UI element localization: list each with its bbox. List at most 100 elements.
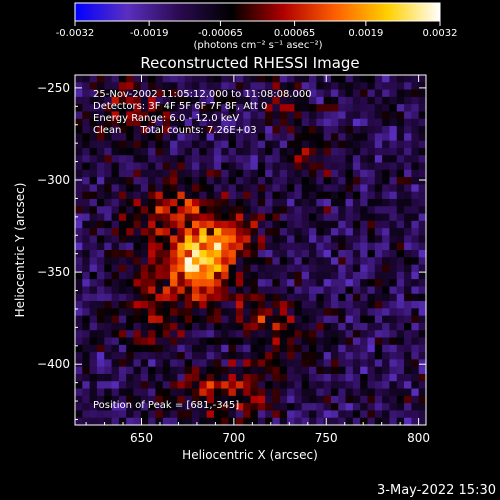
heatmap-cell — [177, 359, 186, 368]
heatmap-cell — [243, 75, 252, 83]
heatmap-cell — [389, 315, 398, 324]
heatmap-cell — [250, 410, 259, 419]
heatmap-cell — [155, 344, 164, 353]
heatmap-cell — [382, 308, 391, 317]
heatmap-cell — [140, 111, 149, 120]
heatmap-cell — [243, 271, 252, 280]
heatmap-cell — [316, 111, 325, 120]
heatmap-cell — [82, 96, 91, 105]
heatmap-cell — [199, 293, 208, 302]
heatmap-cell — [352, 162, 361, 171]
heatmap-cell — [104, 264, 113, 273]
heatmap-cell — [170, 118, 178, 127]
heatmap-cell — [228, 220, 237, 229]
heatmap-cell — [199, 359, 208, 368]
heatmap-cell — [177, 126, 186, 134]
heatmap-cell — [104, 235, 113, 244]
heatmap-cell — [250, 169, 259, 178]
heatmap-cell — [418, 198, 427, 207]
heatmap-cell — [382, 250, 391, 258]
heatmap-cell — [162, 228, 171, 237]
heatmap-cell — [287, 140, 295, 149]
heatmap-cell — [360, 162, 369, 171]
heatmap-cell — [257, 337, 266, 346]
heatmap-cell — [250, 359, 259, 368]
heatmap-cell — [279, 257, 288, 266]
heatmap-cell — [301, 381, 310, 390]
heatmap-cell — [162, 271, 171, 280]
heatmap-cell — [316, 417, 325, 426]
heatmap-cell — [177, 220, 186, 229]
heatmap-cell — [118, 89, 127, 98]
heatmap-cell — [352, 264, 361, 273]
heatmap-cell — [192, 286, 200, 295]
heatmap-cell — [367, 352, 376, 360]
heatmap-cell — [111, 271, 120, 280]
heatmap-cell — [192, 403, 200, 412]
heatmap-cell — [352, 191, 361, 200]
heatmap-cell — [140, 82, 149, 91]
heatmap-cell — [345, 403, 354, 412]
heatmap-cell — [148, 213, 157, 222]
heatmap-cell — [287, 242, 295, 251]
heatmap-cell — [75, 133, 83, 142]
heatmap-cell — [265, 235, 274, 244]
heatmap-cell — [111, 337, 120, 346]
heatmap-cell — [155, 388, 164, 397]
heatmap-cell — [360, 147, 369, 156]
heatmap-cell — [235, 191, 244, 200]
heatmap-cell — [221, 410, 230, 419]
heatmap-cell — [418, 271, 427, 280]
heatmap-cell — [279, 89, 288, 98]
heatmap-cell — [338, 293, 347, 302]
heatmap-cell — [75, 213, 83, 222]
heatmap-cell — [301, 279, 310, 288]
heatmap-cell — [301, 111, 310, 120]
heatmap-cell — [75, 206, 83, 215]
heatmap-cell — [155, 264, 164, 273]
heatmap-cell — [404, 198, 412, 207]
heatmap-cell — [294, 133, 303, 142]
heatmap-cell — [257, 162, 266, 171]
heatmap-cell — [323, 395, 332, 404]
heatmap-cell — [133, 140, 142, 149]
heatmap-cell — [323, 155, 332, 164]
heatmap-cell — [75, 250, 83, 258]
heatmap-cell — [89, 89, 98, 98]
heatmap-cell — [118, 104, 127, 113]
heatmap-cell — [389, 198, 398, 207]
heatmap-cell — [82, 198, 91, 207]
heatmap-cell — [243, 410, 252, 419]
heatmap-cell — [82, 264, 91, 273]
heatmap-cell — [162, 250, 171, 258]
heatmap-cell — [374, 162, 383, 171]
heatmap-cell — [279, 242, 288, 251]
heatmap-cell — [89, 279, 98, 288]
heatmap-cell — [396, 410, 405, 419]
heatmap-cell — [96, 381, 105, 390]
heatmap-cell — [396, 330, 405, 339]
heatmap-cell — [82, 126, 91, 134]
heatmap-cell — [96, 322, 105, 331]
heatmap-cell — [396, 104, 405, 113]
heatmap-cell — [309, 206, 317, 215]
heatmap-cell — [301, 337, 310, 346]
heatmap-cell — [411, 228, 420, 237]
heatmap-cell — [338, 395, 347, 404]
heatmap-cell — [184, 126, 193, 134]
heatmap-cell — [104, 155, 113, 164]
heatmap-cell — [279, 293, 288, 302]
heatmap-cell — [330, 403, 339, 412]
heatmap-cell — [221, 75, 230, 83]
heatmap-cell — [82, 373, 91, 382]
heatmap-cell — [221, 352, 230, 360]
heatmap-cell — [250, 96, 259, 105]
heatmap-cell — [330, 337, 339, 346]
heatmap-cell — [126, 228, 135, 237]
heatmap-cell — [221, 177, 230, 185]
heatmap-cell — [265, 118, 274, 127]
heatmap-cell — [411, 410, 420, 419]
heatmap-cell — [279, 417, 288, 426]
heatmap-cell — [133, 242, 142, 251]
heatmap-cell — [309, 257, 317, 266]
